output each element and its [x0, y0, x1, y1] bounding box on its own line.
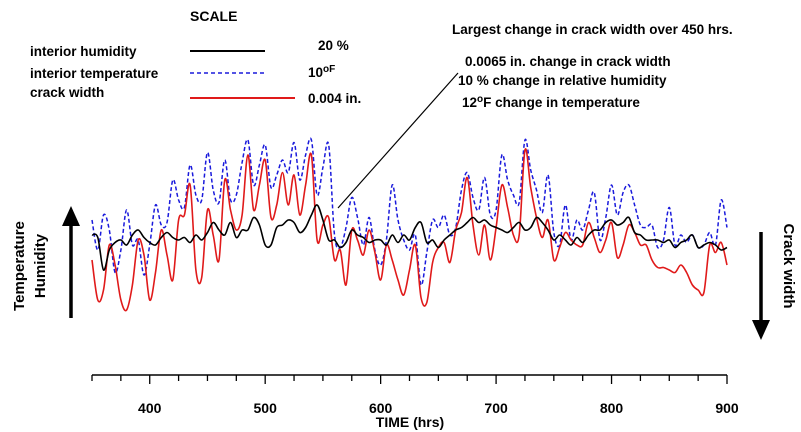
annotation-line-temperature: 12oF change in temperature [462, 94, 640, 110]
annotation-line-crack: 0.0065 in. change in crack width [465, 54, 671, 69]
svg-text:Temperature: Temperature [11, 221, 28, 311]
svg-text:Crack width: Crack width [780, 223, 797, 308]
x-tick-label: 900 [715, 400, 739, 416]
x-axis-title: TIME (hrs) [376, 414, 444, 430]
down-arrow-icon [752, 232, 770, 340]
legend-scale-crack-width: 0.004 in. [308, 91, 361, 106]
x-tick-label: 500 [254, 400, 278, 416]
legend-scale-humidity: 20 % [318, 38, 349, 53]
svg-text:Humidity: Humidity [32, 233, 49, 298]
annotation-heading: Largest change in crack width over 450 h… [452, 22, 733, 37]
x-tick-label: 700 [484, 400, 508, 416]
x-tick-label: 600 [369, 400, 393, 416]
series-line-crack-width [91, 148, 728, 312]
x-tick-label: 400 [138, 400, 162, 416]
x-tick-label: 800 [600, 400, 624, 416]
annotation-pointer-line [337, 72, 459, 209]
legend-label-temperature: interior temperature [30, 66, 159, 81]
up-arrow-icon [62, 206, 80, 318]
series-line-interior-humidity [91, 204, 728, 271]
left-axis-label: Temperature Humidity [11, 221, 49, 311]
x-axis-ticks: 400 500 600 700 800 900 [91, 375, 739, 416]
annotation-line-humidity: 10 % change in relative humidity [458, 73, 667, 88]
series-group [91, 137, 728, 312]
legend-label-humidity: interior humidity [30, 44, 137, 59]
series-line-interior-temperature [91, 137, 728, 286]
legend-scale-temperature: 10oF [308, 64, 335, 80]
scale-title: SCALE [190, 8, 237, 24]
legend-label-crack-width: crack width [30, 85, 104, 100]
right-axis-label: Crack width [780, 223, 797, 308]
